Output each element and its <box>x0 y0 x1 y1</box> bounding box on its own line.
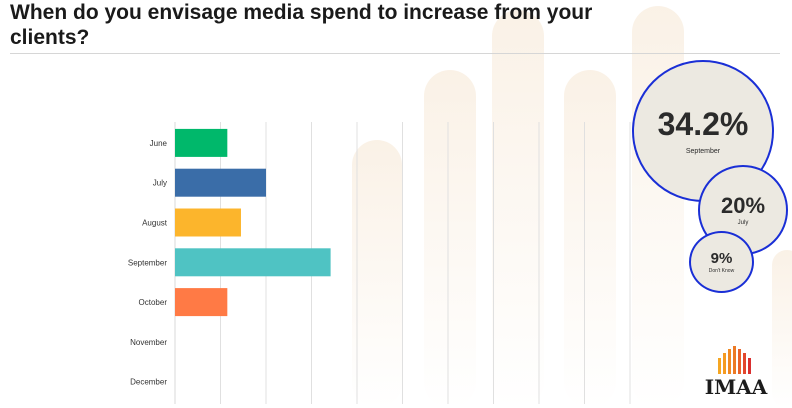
highlight-label: September <box>685 147 721 155</box>
category-label: September <box>128 258 167 267</box>
title-divider <box>10 53 780 54</box>
bar-june <box>175 128 228 157</box>
page-title: When do you envisage media spend to incr… <box>10 1 593 49</box>
highlight-bubble-3: 9% Don't Know <box>689 231 754 293</box>
highlight-value: 9% <box>710 249 733 267</box>
category-label: December <box>130 378 167 387</box>
bar-july <box>175 168 266 197</box>
category-label: August <box>142 219 168 228</box>
bar-september <box>175 248 331 277</box>
bar-october <box>175 288 228 317</box>
highlight-label: Don't Know <box>708 267 735 274</box>
category-label: July <box>153 179 167 188</box>
sound-wave-icon <box>718 346 751 374</box>
category-label: June <box>150 139 168 148</box>
highlight-value: 20% <box>720 192 766 218</box>
highlight-value: 34.2% <box>657 105 749 142</box>
bar-august <box>175 208 241 237</box>
logo-text: IMAA <box>704 375 768 399</box>
category-label: October <box>139 298 168 307</box>
highlight-label: July <box>737 219 749 226</box>
category-label: November <box>130 338 167 347</box>
imaa-logo: IMAA <box>700 344 772 400</box>
